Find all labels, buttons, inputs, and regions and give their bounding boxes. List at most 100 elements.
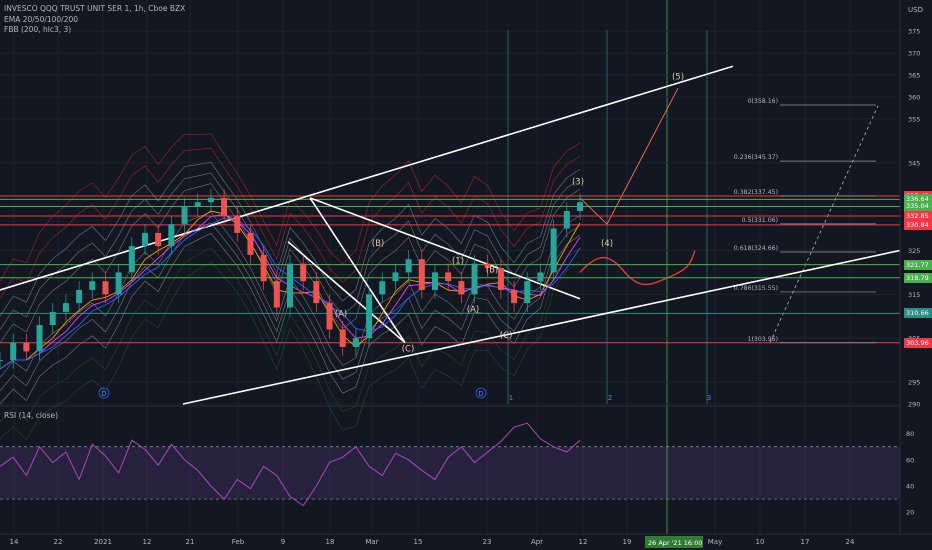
wave-label: (B) bbox=[372, 239, 384, 249]
price-tick-label: 355 bbox=[908, 115, 920, 123]
fib-level-label: 1(303.96) bbox=[748, 336, 778, 343]
candle-body bbox=[221, 197, 228, 216]
price-tick-label: 375 bbox=[908, 28, 920, 36]
candle-body bbox=[379, 281, 386, 295]
candle-body bbox=[366, 294, 373, 339]
candle-body bbox=[537, 272, 544, 282]
trend-lines bbox=[0, 65, 901, 405]
candle-body bbox=[260, 254, 267, 282]
candle-body bbox=[352, 338, 359, 347]
time-tick-label: 17 bbox=[801, 538, 810, 546]
rsi-line bbox=[0, 422, 581, 507]
rsi-band-fill bbox=[0, 446, 900, 500]
time-tick-label: 18 bbox=[326, 538, 335, 546]
candle-body bbox=[577, 202, 583, 211]
candle-body bbox=[563, 211, 570, 229]
time-tick-label: 9 bbox=[281, 538, 285, 546]
candle-body bbox=[432, 272, 438, 290]
candle-body bbox=[287, 263, 293, 308]
price-tick-label: 295 bbox=[908, 379, 920, 387]
projection-curve bbox=[579, 250, 696, 286]
price-level-tag: 335.04 bbox=[904, 201, 932, 212]
candle-body bbox=[89, 281, 96, 290]
price-level-tag: 303.96 bbox=[904, 337, 932, 348]
time-tick-label: 12 bbox=[143, 538, 152, 546]
symbol-title[interactable]: INVESCO QQQ TRUST UNIT SER 1, 1h, Cboe B… bbox=[4, 4, 186, 13]
rsi-tick-label: 80 bbox=[906, 430, 914, 438]
fib-level-label: 0(358.16) bbox=[748, 98, 778, 105]
cycle-marker bbox=[475, 387, 487, 399]
cycle-label: 1 bbox=[509, 394, 513, 402]
fib-level-label: 0.382(337.45) bbox=[734, 189, 778, 196]
candle-body bbox=[194, 202, 201, 207]
fib-diagonal bbox=[769, 105, 879, 343]
candle-body bbox=[550, 228, 557, 273]
wave-label: (1) bbox=[452, 257, 464, 267]
candle-body bbox=[524, 281, 531, 304]
candle-body bbox=[497, 268, 504, 290]
candle-body bbox=[339, 329, 346, 347]
candle-body bbox=[445, 272, 452, 282]
wave-label: (3) bbox=[572, 178, 584, 188]
price-level-tag: 336.64 bbox=[904, 194, 932, 205]
ema-indicator-label[interactable]: EMA 20/50/100/200 bbox=[4, 14, 79, 24]
candle-body bbox=[234, 215, 241, 233]
candle-body bbox=[36, 325, 43, 352]
price-tick-label: 365 bbox=[908, 72, 920, 80]
candle-body bbox=[458, 281, 465, 295]
time-tick-label: Apr bbox=[531, 538, 543, 546]
candle-body bbox=[168, 224, 175, 247]
time-tick-label: 21 bbox=[186, 538, 195, 546]
time-tick-label: 10 bbox=[756, 538, 765, 546]
bollinger-bands bbox=[0, 133, 581, 441]
time-tick-label: 24 bbox=[846, 538, 855, 546]
rsi-tick-label: 60 bbox=[906, 456, 914, 464]
fbb-indicator-label[interactable]: FBB (200, hlc3, 3) bbox=[4, 25, 72, 34]
wave-label: (C) bbox=[402, 344, 415, 354]
time-tick-label: May bbox=[708, 538, 722, 546]
time-tick-label: 2021 bbox=[94, 538, 112, 546]
cycle-label: D bbox=[478, 390, 483, 398]
time-cursor-date: 26 Apr '21 16:00 bbox=[648, 539, 703, 547]
candle-body bbox=[484, 263, 491, 269]
time-tick-label: 23 bbox=[483, 538, 492, 546]
candle-body bbox=[471, 263, 478, 295]
price-tick-label: 325 bbox=[908, 247, 920, 255]
price-level-tag: 332.85 bbox=[904, 211, 932, 222]
price-level-tag: 330.84 bbox=[904, 219, 932, 230]
wave-label: (A) bbox=[467, 305, 479, 315]
fib-level-label: 0.5(331.06) bbox=[742, 217, 778, 224]
bollinger-band-line bbox=[0, 261, 581, 441]
price-series bbox=[0, 189, 583, 370]
fibonacci-retracement: 0(358.16) 0.236(345.37) 0.382(337.45) 0.5(3… bbox=[734, 98, 876, 344]
wave-label: (5) bbox=[672, 72, 684, 82]
candle-body bbox=[392, 272, 399, 282]
trend-line bbox=[309, 197, 406, 344]
trend-line bbox=[287, 241, 406, 344]
fib-level-label: 0.236(345.37) bbox=[734, 154, 778, 161]
rsi-indicator-label[interactable]: RSI (14, close) bbox=[4, 411, 59, 420]
time-cursor-tag bbox=[645, 536, 703, 548]
time-tick-label: Mar bbox=[365, 538, 378, 546]
bollinger-band-line bbox=[0, 183, 581, 343]
rsi-tick-label: 40 bbox=[906, 483, 914, 491]
cycle-label: 3 bbox=[707, 394, 711, 402]
bollinger-band-line bbox=[0, 147, 581, 299]
candle-body bbox=[405, 259, 412, 273]
bollinger-band-line bbox=[0, 133, 581, 282]
candle-body bbox=[181, 206, 188, 225]
time-tick-label: 19 bbox=[623, 538, 632, 546]
cycle-label: D bbox=[101, 390, 106, 398]
wave-label: (C) bbox=[500, 331, 513, 341]
candle-body bbox=[62, 303, 69, 312]
candle-body bbox=[102, 281, 109, 295]
cycle-marker bbox=[98, 387, 110, 399]
wave-label: (4) bbox=[601, 239, 613, 249]
candle-body bbox=[247, 232, 254, 255]
price-level-tag: 321.77 bbox=[904, 259, 932, 270]
currency-label: USD bbox=[908, 6, 923, 14]
price-level-tag: 310.66 bbox=[904, 308, 932, 319]
fib-level-label: 0.786(315.55) bbox=[734, 285, 778, 292]
bollinger-band-line bbox=[0, 161, 581, 317]
